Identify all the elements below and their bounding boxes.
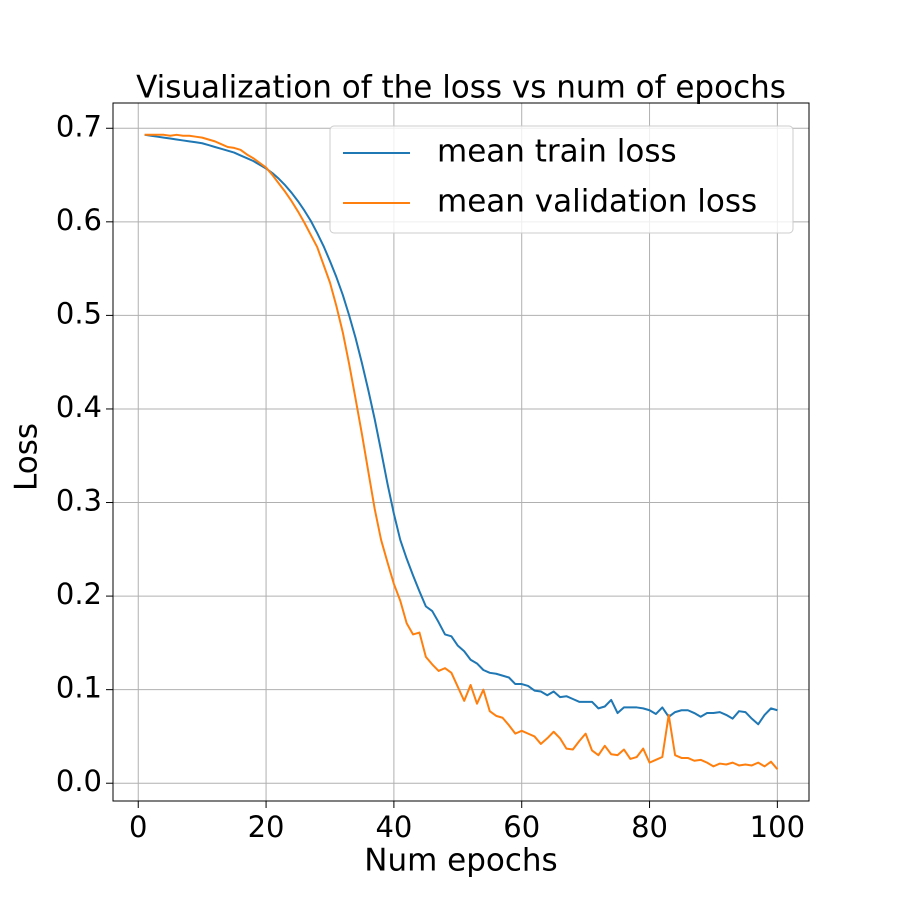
x-tick-label: 20 bbox=[248, 810, 285, 844]
chart-title: Visualization of the loss vs num of epoc… bbox=[136, 70, 786, 106]
x-tick-label: 80 bbox=[631, 810, 668, 844]
y-axis-label: Loss bbox=[9, 423, 45, 491]
plot-frame bbox=[112, 102, 810, 802]
legend-box bbox=[329, 125, 794, 234]
y-tick-label: 0.3 bbox=[56, 484, 102, 518]
series-line bbox=[144, 133, 778, 726]
y-tick-label: 0.5 bbox=[56, 296, 102, 330]
x-tick-label: 100 bbox=[750, 810, 805, 844]
x-tick-label: 40 bbox=[375, 810, 412, 844]
x-tick-label: 60 bbox=[503, 810, 540, 844]
legend-label: mean validation loss bbox=[437, 184, 757, 220]
y-tick-label: 0.1 bbox=[56, 671, 102, 705]
y-tick-label: 0.7 bbox=[56, 109, 102, 143]
y-tick-label: 0.0 bbox=[56, 764, 102, 798]
y-tick-label: 0.6 bbox=[56, 203, 102, 237]
y-tick-label: 0.4 bbox=[56, 390, 102, 424]
series-line bbox=[144, 133, 779, 770]
x-tick-label: 0 bbox=[129, 810, 147, 844]
y-tick-label: 0.2 bbox=[56, 577, 102, 611]
x-axis-label: Num epochs bbox=[364, 843, 557, 879]
legend-label: mean train loss bbox=[437, 134, 677, 170]
